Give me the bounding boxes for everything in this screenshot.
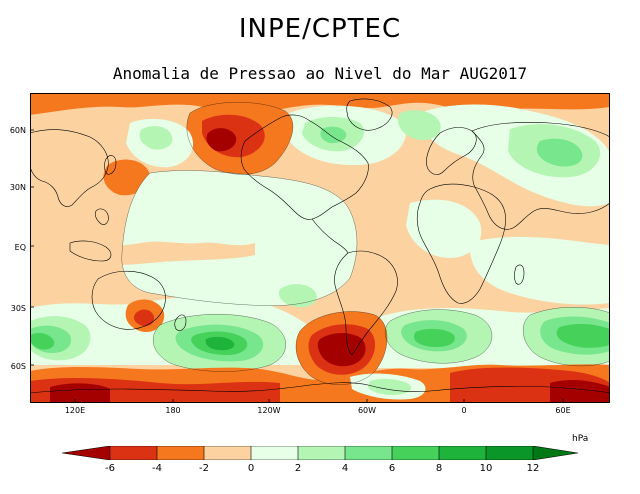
colorbar-label-12: 12: [526, 463, 540, 474]
colorbar-label-m4: -4: [152, 463, 162, 474]
field-satlantic-pos3: [414, 328, 455, 347]
field-europe-pos: [397, 110, 441, 141]
colorbar: [62, 446, 578, 460]
coast-philippines: [94, 208, 109, 225]
coast-new-zealand: [174, 314, 187, 331]
lat-label-60s: 60S: [10, 362, 26, 371]
colorbar-bin-m0: [204, 446, 251, 460]
colorbar-label-0: 0: [247, 463, 255, 474]
lat-label-30n: 30N: [9, 183, 26, 192]
colorbar-bin-p10: [486, 446, 533, 460]
lon-label-0: 0: [461, 406, 467, 415]
lon-label-120e: 120E: [64, 406, 86, 415]
lon-label-60e: 60E: [555, 406, 571, 415]
map-frame: [30, 93, 610, 403]
contour-alaska: [186, 102, 294, 175]
lon-label-180: 180: [165, 406, 181, 415]
field-equator-neg: [30, 241, 255, 269]
field-subtropic-pos: [406, 199, 482, 258]
pressure-anomaly-map: [30, 93, 610, 403]
colorbar-bin-p2: [298, 446, 345, 460]
contour-swpac: [152, 314, 286, 372]
colorbar-bin-p12: [533, 446, 578, 460]
map-ticks: [30, 129, 564, 403]
lat-label-eq: EQ: [14, 243, 26, 252]
field-eurasia-pos3: [536, 138, 583, 167]
colorbar-bin-p8: [439, 446, 486, 460]
coast-europe: [426, 127, 477, 175]
field-sindian-pos3: [556, 323, 610, 348]
field-aus-neg2: [133, 309, 155, 327]
map-title: INPE/CPTEC: [238, 14, 402, 44]
field-natlantic-pos3: [320, 126, 347, 144]
coast-japan: [104, 155, 117, 175]
field-drake-neg3: [317, 333, 366, 367]
colorbar-bin-p0: [251, 446, 298, 460]
lon-label-60w: 60W: [357, 406, 377, 415]
contour-lines: [121, 102, 610, 385]
coast-australia: [91, 270, 166, 330]
colorbar-unit: hPa: [572, 434, 589, 444]
coast-africa: [416, 183, 506, 304]
contour-sindian: [522, 307, 610, 367]
field-antarctic-neg3: [50, 383, 110, 403]
field-swpac-pos4: [205, 336, 235, 351]
lon-label-120w: 120W: [257, 406, 281, 415]
colorbar-label-m6: -6: [105, 463, 115, 474]
contour-drake: [295, 311, 388, 385]
coast-asia-west: [30, 129, 109, 207]
field-tropical-pos: [121, 170, 357, 306]
field-sw-indian-pos3: [30, 333, 55, 350]
coast-madagascar: [514, 264, 525, 285]
colorbar-bin-m2: [157, 446, 204, 460]
field-alaska-neg3: [206, 128, 237, 152]
colorbar-bin-m6: [62, 446, 110, 460]
field-sepac-pos: [278, 284, 317, 308]
contour-satlantic: [384, 309, 492, 364]
colorbar-label-m2: -2: [199, 463, 209, 474]
coast-greenland: [346, 98, 393, 131]
coast-north-america: [240, 114, 369, 220]
lat-label-60n: 60N: [9, 126, 26, 135]
lat-label-30s: 30S: [10, 304, 26, 313]
colorbar-bin-m4: [110, 446, 157, 460]
colorbar-label-8: 8: [435, 463, 443, 474]
contour-tropical: [121, 170, 358, 307]
colorbar-bin-p6: [392, 446, 439, 460]
colorbar-bin-p4: [345, 446, 392, 460]
field-indian-pos: [469, 236, 610, 305]
colorbar-label-2: 2: [294, 463, 302, 474]
colorbar-borders: [62, 446, 578, 460]
coast-south-america: [334, 250, 398, 356]
field-antarctic-neg5: [550, 380, 610, 403]
colorbar-label-10: 10: [479, 463, 493, 474]
field-npacific-pos2: [139, 126, 173, 150]
coast-indonesia: [69, 240, 112, 262]
colorbar-label-4: 4: [341, 463, 349, 474]
map-subtitle: Anomalia de Pressao ao Nivel do Mar AUG2…: [112, 64, 528, 83]
colorbar-label-6: 6: [388, 463, 396, 474]
coast-central-america: [311, 218, 349, 254]
coast-asia: [471, 121, 610, 230]
